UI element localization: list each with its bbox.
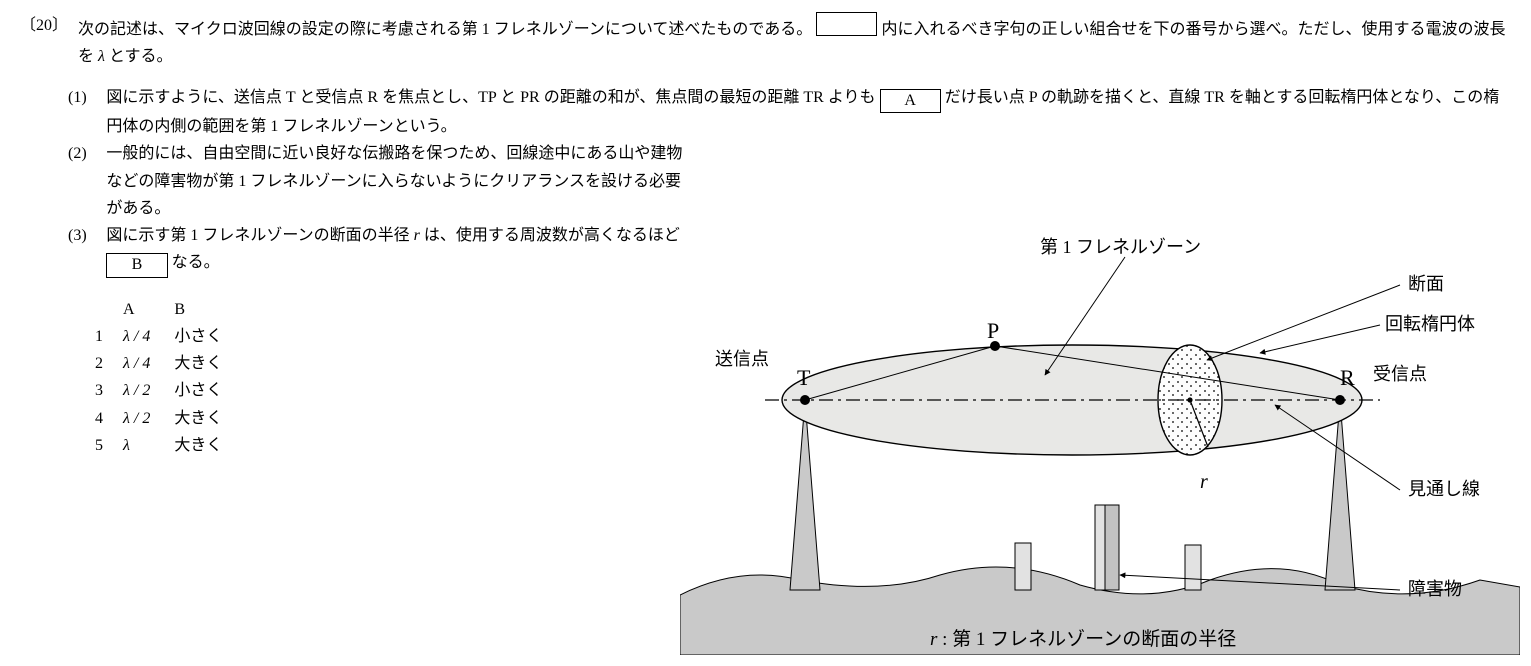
sec1-a: 図に示すように、送信点 T と受信点 R を焦点とし、TP と PR の距離の和…	[106, 89, 879, 106]
options-table: A B 1 λ / 4 小さく 2 λ / 4 大きく 3 λ / 2 小さく …	[95, 296, 246, 459]
section-3-num: (3)	[68, 222, 106, 278]
leader-cross	[1207, 285, 1400, 360]
building-shape	[1185, 545, 1201, 590]
opt-num: 3	[95, 377, 123, 404]
section-3-text: 図に示す第 1 フレネルゾーンの断面の半径 r は、使用する周波数が高くなるほど…	[106, 222, 696, 278]
opt-a: λ / 2	[123, 405, 174, 432]
tx-tower-shape	[790, 400, 820, 590]
r-letter: R	[1340, 365, 1355, 390]
opt-b: 小さく	[174, 323, 246, 350]
label-ellipsoid: 回転楕円体	[1385, 314, 1475, 334]
opt-a: λ / 2	[123, 377, 174, 404]
blank-a: A	[880, 89, 941, 113]
question-intro: 次の記述は、マイクロ波回線の設定の際に考慮される第 1 フレネルゾーンについて述…	[78, 12, 1511, 70]
lambda-symbol: λ	[98, 48, 105, 65]
section-2-num: (2)	[68, 140, 106, 222]
opt-b: 大きく	[174, 432, 246, 459]
label-cross: 断面	[1408, 274, 1444, 294]
label-obstacle: 障害物	[1408, 579, 1462, 599]
rx-tower-shape	[1325, 400, 1355, 590]
option-row: 3 λ / 2 小さく	[95, 377, 246, 404]
label-tx: 送信点	[715, 349, 769, 369]
intro-text-c: とする。	[105, 48, 173, 65]
opt-b: 小さく	[174, 377, 246, 404]
option-row: 5 λ 大きく	[95, 432, 246, 459]
p-letter: P	[987, 318, 999, 343]
opt-num: 1	[95, 323, 123, 350]
opt-num: 2	[95, 350, 123, 377]
blank-b: B	[106, 253, 167, 277]
t-letter: T	[797, 365, 811, 390]
leader-ellipsoid	[1260, 325, 1380, 353]
section-1: (1) 図に示すように、送信点 T と受信点 R を焦点とし、TP と PR の…	[68, 84, 1511, 140]
opt-b: 大きく	[174, 350, 246, 377]
intro-text-a: 次の記述は、マイクロ波回線の設定の際に考慮される第 1 フレネルゾーンについて述…	[78, 21, 812, 38]
building-shape	[1105, 505, 1119, 590]
col-b-header: B	[174, 296, 246, 323]
sec3-a: 図に示す第 1 フレネルゾーンの断面の半径	[106, 227, 413, 244]
opt-a: λ / 4	[123, 323, 174, 350]
building-shape	[1015, 543, 1031, 590]
sec3-c: なる。	[168, 254, 220, 271]
section-2: (2) 一般的には、自由空間に近い良好な伝搬路を保つため、回線途中にある山や建物…	[68, 140, 1511, 222]
r-caption: r : 第 1 フレネルゾーンの断面の半径	[930, 628, 1236, 650]
option-row: 2 λ / 4 大きく	[95, 350, 246, 377]
option-row: 1 λ / 4 小さく	[95, 323, 246, 350]
label-rx: 受信点	[1373, 364, 1427, 384]
opt-num: 4	[95, 405, 123, 432]
opt-b: 大きく	[174, 405, 246, 432]
question-header: 〔20〕 次の記述は、マイクロ波回線の設定の際に考慮される第 1 フレネルゾーン…	[20, 12, 1511, 70]
blank-placeholder	[816, 12, 877, 36]
r-label: r	[1200, 471, 1208, 493]
options-header-row: A B	[95, 296, 246, 323]
opt-num: 5	[95, 432, 123, 459]
section-1-num: (1)	[68, 84, 106, 140]
question-number: 〔20〕	[20, 12, 68, 70]
sec3-b: は、使用する周波数が高くなるほど	[420, 227, 680, 244]
label-fresnel: 第 1 フレネルゾーン	[1040, 237, 1201, 257]
option-row: 4 λ / 2 大きく	[95, 405, 246, 432]
label-los: 見通し線	[1408, 479, 1480, 499]
section-1-text: 図に示すように、送信点 T と受信点 R を焦点とし、TP と PR の距離の和…	[106, 84, 1511, 140]
opt-a: λ / 4	[123, 350, 174, 377]
col-a-header: A	[123, 296, 174, 323]
section-2-text: 一般的には、自由空間に近い良好な伝搬路を保つため、回線途中にある山や建物などの障…	[106, 140, 696, 222]
fresnel-diagram: r T R P 第 1 フレネルゾーン 断面 回転楕円体 送信点 受信点 見通し…	[680, 235, 1520, 664]
opt-a: λ	[123, 432, 174, 459]
